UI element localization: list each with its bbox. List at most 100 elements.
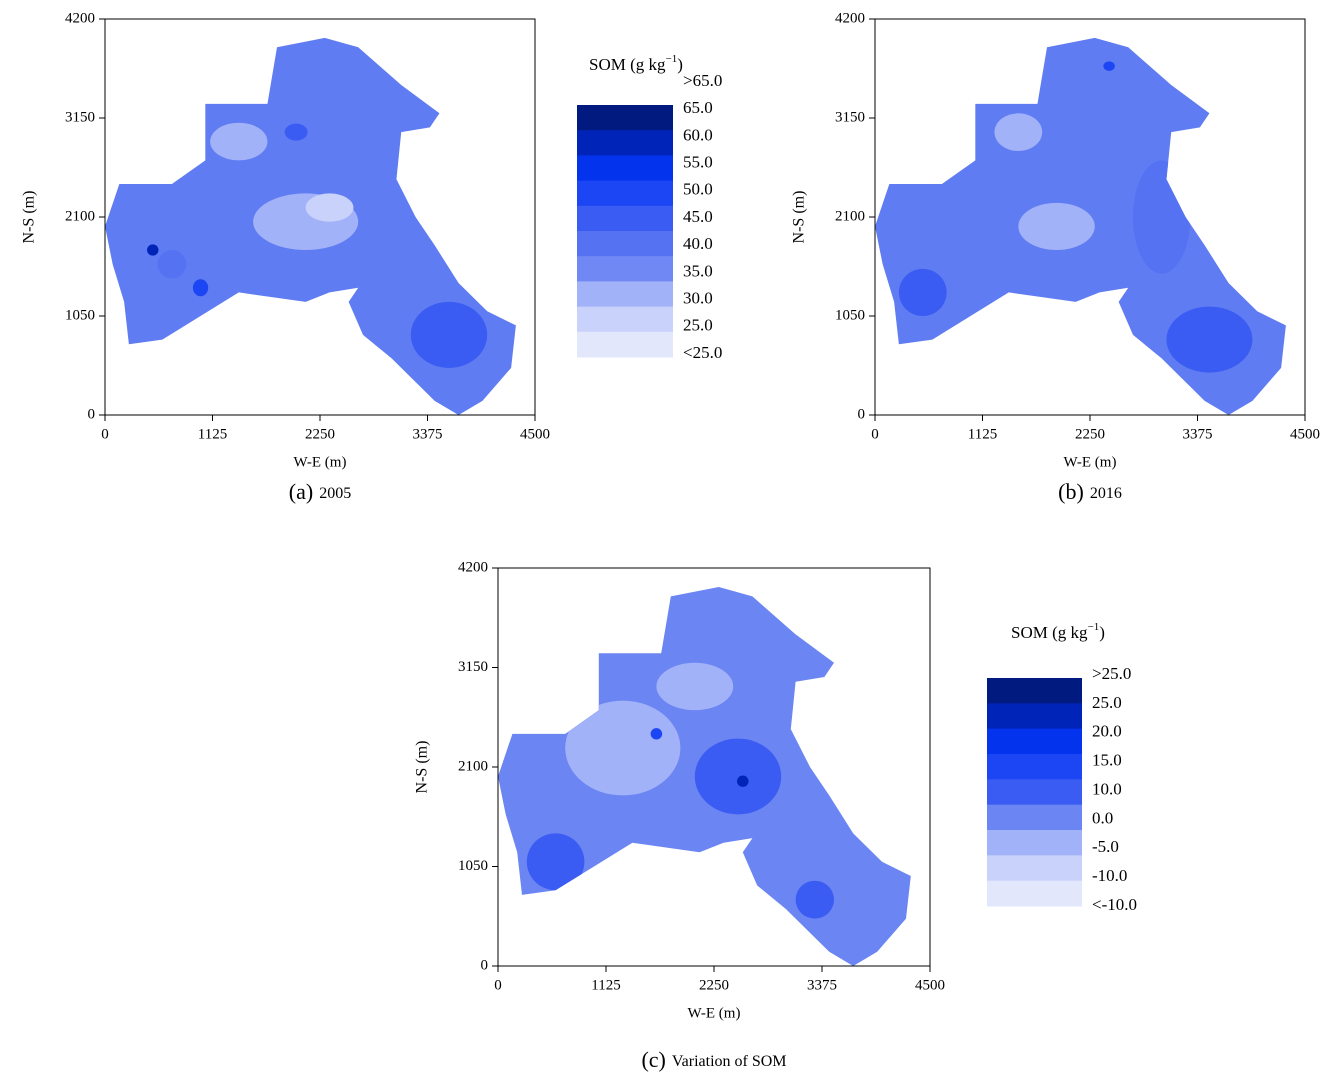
y-axis-label: N-S (m) (791, 191, 808, 244)
legend-title-sup: −1 (1088, 621, 1100, 633)
legend-swatch (987, 678, 1082, 704)
x-tick-label: 4500 (520, 426, 550, 442)
y-axis-label: N-S (m) (21, 191, 38, 244)
map-zone (305, 193, 354, 222)
map-zone (795, 880, 834, 919)
legend-swatch (987, 703, 1082, 730)
y-tick-label: 3150 (835, 109, 865, 125)
y-tick-label: 3150 (65, 109, 95, 125)
legend-label: 45.0 (683, 207, 713, 226)
y-tick-label: 2100 (65, 208, 95, 224)
x-tick-label: 3375 (413, 426, 443, 442)
legend-swatch (577, 205, 673, 232)
x-tick-label: 4500 (915, 977, 945, 993)
legend-swatch (987, 830, 1082, 856)
map-zone (694, 738, 782, 815)
map-zone (147, 244, 159, 256)
legend-swatch (577, 130, 673, 156)
legend-title-end: ) (677, 55, 683, 74)
y-tick-label: 0 (858, 406, 866, 422)
map-zone (1166, 306, 1253, 373)
y-tick-label: 3150 (458, 659, 488, 675)
y-tick-label: 1050 (65, 307, 95, 323)
y-tick-label: 0 (481, 957, 489, 973)
legend-title-sup: −1 (666, 53, 678, 65)
legend-swatch (987, 804, 1082, 831)
map-zone (284, 123, 308, 141)
legend-label: 60.0 (683, 125, 713, 144)
map-zone (656, 662, 734, 711)
legend-title-end: ) (1099, 623, 1105, 642)
x-axis-label: W-E (m) (1064, 454, 1117, 470)
legend-swatch (987, 855, 1082, 882)
map-zone (650, 728, 663, 740)
map-texture (147, 122, 488, 368)
caption: (b) 2016 (1058, 479, 1122, 504)
x-tick-label: 0 (871, 426, 879, 442)
legend-label: 0.0 (1092, 808, 1113, 827)
y-tick-label: 1050 (835, 307, 865, 323)
x-tick-label: 2250 (699, 977, 729, 993)
y-tick-label: 2100 (458, 758, 488, 774)
x-tick-label: 2250 (305, 426, 335, 442)
map-zone (1133, 160, 1191, 274)
legend-label: 40.0 (683, 234, 713, 253)
x-tick-label: 1125 (198, 426, 227, 442)
legend-swatch (577, 105, 673, 131)
caption-label: (b) (1058, 479, 1084, 504)
map-zone (157, 250, 187, 279)
legend-title-main: SOM (g kg (589, 55, 666, 74)
legend-label: 25.0 (1092, 693, 1122, 712)
map-zone (410, 301, 488, 368)
map-zone (565, 700, 681, 796)
caption-text: 2016 (1090, 485, 1122, 502)
legend-label: <25.0 (683, 343, 722, 362)
legend-swatch (577, 180, 673, 207)
legend-label: -10.0 (1092, 866, 1127, 885)
map-zone (1018, 202, 1095, 250)
x-tick-label: 4500 (1290, 426, 1320, 442)
caption-label: (a) (289, 479, 313, 504)
map-zone (898, 268, 947, 316)
caption-text: Variation of SOM (672, 1053, 787, 1070)
legend-label: 55.0 (683, 153, 713, 172)
legend-label: 65.0 (683, 98, 713, 117)
caption-text: 2005 (319, 485, 351, 502)
caption: (a) 2005 (289, 479, 351, 504)
x-tick-label: 3375 (807, 977, 837, 993)
map-zone (210, 122, 268, 161)
legend-swatch (577, 281, 673, 308)
x-tick-label: 1125 (968, 426, 997, 442)
y-tick-label: 4200 (835, 10, 865, 26)
legend-swatch (987, 880, 1082, 907)
y-axis-label: N-S (m) (414, 741, 431, 794)
x-tick-label: 1125 (591, 977, 620, 993)
legend-label: 20.0 (1092, 722, 1122, 741)
map-texture (898, 61, 1253, 373)
legend-label: 10.0 (1092, 779, 1122, 798)
legend-swatch (577, 155, 673, 182)
legend-title: SOM (g kg−1) (1011, 621, 1105, 642)
y-tick-label: 4200 (65, 10, 95, 26)
legend-title: SOM (g kg−1) (589, 53, 683, 74)
x-axis-label: W-E (m) (688, 1005, 741, 1021)
legend-title-main: SOM (g kg (1011, 623, 1088, 642)
map-zone (994, 113, 1043, 151)
legend-swatch (987, 754, 1082, 780)
y-tick-label: 1050 (458, 858, 488, 874)
legend-label: >25.0 (1092, 664, 1131, 683)
legend-label: >65.0 (683, 71, 722, 90)
map-zone (737, 775, 749, 787)
legend-swatch (577, 231, 673, 257)
x-tick-label: 0 (101, 426, 109, 442)
x-axis-label: W-E (m) (294, 454, 347, 470)
y-tick-label: 2100 (835, 208, 865, 224)
legend-swatch (577, 331, 673, 358)
legend-swatch (987, 728, 1082, 755)
caption-label: (c) (641, 1047, 665, 1072)
legend-label: <-10.0 (1092, 895, 1137, 914)
caption: (c) Variation of SOM (641, 1047, 786, 1072)
map-zone (1103, 61, 1115, 71)
map-texture (526, 662, 834, 919)
